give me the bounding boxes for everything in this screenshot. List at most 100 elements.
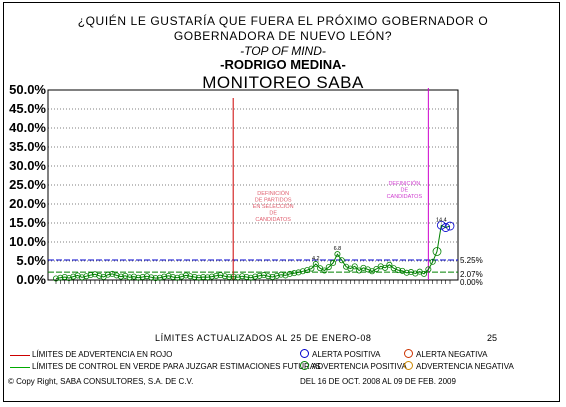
data-point [87, 272, 94, 279]
title-line-4: -RODRIGO MEDINA- [220, 57, 346, 72]
data-point [373, 265, 380, 272]
event-label: DEFINICIÓN [257, 190, 289, 197]
warning-positive-marker [300, 361, 309, 370]
data-point [286, 270, 293, 277]
event-label: CANDIDATOS [255, 217, 291, 223]
data-point [213, 272, 220, 279]
data-point [96, 272, 103, 279]
data-point [243, 273, 250, 280]
data-point [265, 273, 272, 280]
data-point [360, 264, 367, 271]
data-point [70, 273, 77, 280]
red-legend-label: LÍMITES DE ADVERTENCIA EN ROJO [32, 350, 173, 359]
data-point [126, 274, 133, 281]
data-point [299, 268, 306, 275]
data-point [61, 273, 68, 280]
data-point [130, 273, 137, 280]
data-point [330, 259, 337, 266]
event-label: EN SELECCIÓN [253, 203, 294, 210]
data-point [334, 251, 341, 258]
data-point [273, 272, 280, 279]
y-tick-label: 0.0% [16, 272, 46, 287]
data-point [234, 274, 241, 281]
y-tick-label: 45.0% [9, 101, 46, 116]
data-point [269, 273, 276, 280]
data-point [208, 273, 215, 280]
alert-positive-marker [300, 349, 309, 358]
event-label: DEFINICIÓN [388, 180, 420, 187]
data-point [377, 263, 384, 270]
data-point [304, 267, 311, 274]
data-point [260, 272, 267, 279]
data-point [113, 272, 120, 279]
data-point [325, 264, 332, 271]
data-point [386, 261, 393, 268]
series-line [55, 224, 451, 279]
data-point [282, 272, 289, 279]
data-point [221, 273, 228, 280]
copyright-text: © Copy Right, SABA CONSULTORES, S.A. DE … [8, 377, 194, 386]
data-point [425, 266, 432, 273]
page-number: 25 [487, 333, 498, 343]
y-tick-label: 20.0% [9, 196, 46, 211]
data-point [122, 272, 129, 279]
data-label: 14.4 [436, 217, 447, 223]
title-line-1: ¿QUIÉN LE GUSTARÍA QUE FUERA EL PRÓXIMO … [77, 14, 489, 28]
data-point [204, 274, 211, 281]
data-point [191, 273, 198, 280]
data-point [295, 269, 302, 276]
data-point [445, 221, 455, 231]
reference-line-label: 0.00% [460, 278, 483, 287]
data-point [187, 273, 194, 280]
data-point [338, 257, 345, 264]
data-point [117, 273, 124, 280]
data-point [104, 271, 111, 278]
reference-line-label: 5.25% [460, 256, 483, 265]
data-point [256, 272, 263, 279]
data-point [436, 220, 446, 230]
data-point [178, 273, 185, 280]
data-label: 4.2 [312, 256, 320, 262]
period-text: DEL 16 DE OCT. 2008 AL 09 DE FEB. 2009 [300, 377, 456, 386]
data-point [148, 274, 155, 281]
green-legend-label: LÍMITES DE CONTROL EN VERDE PARA JUZGAR … [32, 362, 321, 371]
data-point [252, 273, 259, 280]
y-tick-label: 25.0% [9, 177, 46, 192]
event-label: CANDIDATOS [387, 194, 423, 200]
data-point [230, 273, 237, 280]
y-tick-label: 40.0% [9, 120, 46, 135]
data-point [278, 271, 285, 278]
warning-negative-marker [404, 361, 413, 370]
alert-negative-label: ALERTA NEGATIVA [416, 350, 488, 359]
data-point [403, 269, 410, 276]
event-label: DE [269, 211, 277, 217]
red-legend-swatch [10, 355, 30, 356]
title-line-5: MONITOREO SABA [202, 73, 364, 92]
y-tick-label: 50.0% [9, 82, 46, 97]
data-point [169, 273, 176, 280]
data-point [308, 265, 315, 272]
y-tick-label: 35.0% [9, 139, 46, 154]
warning-positive-label: ADVERTENCIA POSITIVA [312, 362, 407, 371]
slide-border [3, 2, 560, 402]
data-point [321, 267, 328, 274]
y-tick-label: 10.0% [9, 234, 46, 249]
data-point [441, 223, 451, 232]
data-point [226, 273, 233, 280]
y-tick-label: 30.0% [9, 158, 46, 173]
title-line-2: GOBERNADORA DE NUEVO LEÓN? [173, 29, 393, 43]
green-legend-swatch [10, 367, 30, 368]
data-point [429, 258, 436, 265]
y-tick-label: 15.0% [9, 215, 46, 230]
alert-positive-label: ALERTA POSITIVA [312, 350, 381, 359]
data-point [291, 270, 298, 277]
limits-updated-text: LÍMITES ACTUALIZADOS AL 25 DE ENERO-08 [155, 333, 372, 343]
alert-negative-marker [404, 349, 413, 358]
data-point [182, 272, 189, 279]
data-point [382, 264, 389, 271]
data-point [351, 263, 358, 270]
data-point [165, 272, 172, 279]
data-point [91, 271, 98, 278]
reference-line-label: 2.07% [460, 270, 483, 279]
